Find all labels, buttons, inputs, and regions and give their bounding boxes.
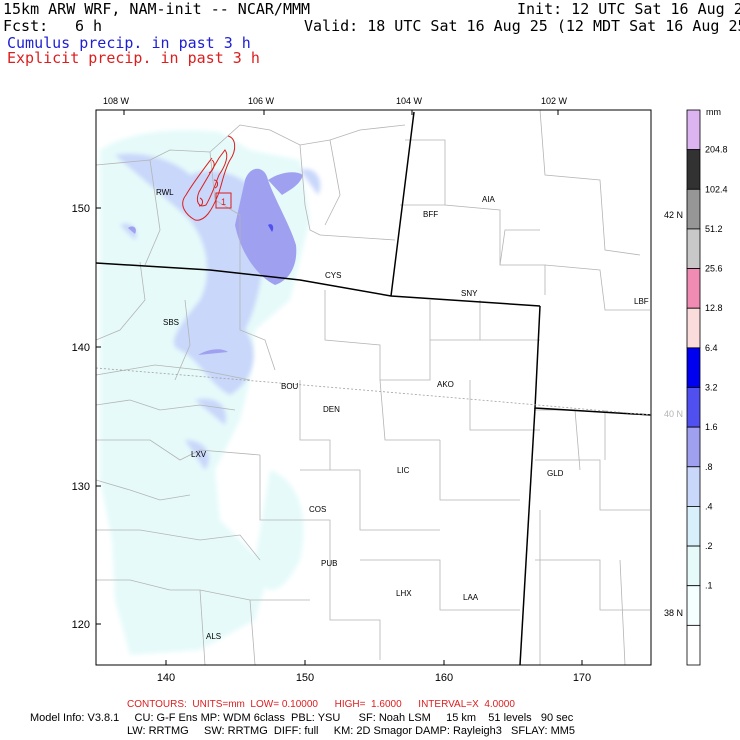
station-den: DEN xyxy=(323,405,340,414)
station-lbf: LBF xyxy=(634,297,649,306)
y-label-140: 140 xyxy=(72,342,90,354)
colorbar xyxy=(687,110,700,665)
colorbar-swatch xyxy=(687,189,700,229)
y-label-120: 120 xyxy=(72,619,90,631)
lon-label-104w: 104 W xyxy=(396,96,423,106)
colorbar-level-label: .2 xyxy=(705,541,713,551)
colorbar-swatch xyxy=(687,269,700,309)
station-bou: BOU xyxy=(281,382,299,391)
station-lic: LIC xyxy=(397,466,410,475)
lon-label-102w: 102 W xyxy=(541,96,568,106)
colorbar-level-label: .1 xyxy=(705,581,713,591)
colorbar-swatch xyxy=(687,546,700,586)
colorbar-swatch xyxy=(687,427,700,467)
colorbar-level-label: 6.4 xyxy=(705,343,718,353)
station-sbs: SBS xyxy=(163,318,179,327)
colorbar-swatch xyxy=(687,150,700,190)
station-cys: CYS xyxy=(325,271,341,280)
station-sny: SNY xyxy=(461,289,478,298)
contour-label: 1 xyxy=(221,197,226,207)
x-label-170: 170 xyxy=(573,672,591,684)
lat-label-42n: 42 N xyxy=(664,210,683,220)
colorbar-swatch xyxy=(687,467,700,507)
lat-label-40n: 40 N xyxy=(664,409,683,419)
lon-label-106w: 106 W xyxy=(248,96,275,106)
colorbar-swatch xyxy=(687,229,700,269)
colorbar-level-label: 12.8 xyxy=(705,303,723,313)
y-label-130: 130 xyxy=(72,481,90,493)
x-label-160: 160 xyxy=(435,672,453,684)
station-lxv: LXV xyxy=(191,450,207,459)
colorbar-level-label: 1.6 xyxy=(705,422,718,432)
colorbar-swatch xyxy=(687,110,700,150)
colorbar-swatch xyxy=(687,308,700,348)
colorbar-level-label: 102.4 xyxy=(705,184,728,194)
colorbar-units: mm xyxy=(706,107,721,117)
station-gld: GLD xyxy=(547,469,564,478)
colorbar-swatch xyxy=(687,586,700,626)
colorbar-swatch xyxy=(687,348,700,388)
x-label-140: 140 xyxy=(157,672,175,684)
y-label-150: 150 xyxy=(72,203,90,215)
station-cos: COS xyxy=(309,505,326,514)
colorbar-level-label: 204.8 xyxy=(705,145,728,155)
lon-label-108w: 108 W xyxy=(103,96,130,106)
colorbar-swatch xyxy=(687,625,700,665)
colorbar-level-label: 25.6 xyxy=(705,264,723,274)
lat-label-38n: 38 N xyxy=(664,608,683,618)
model-info-physics: LW: RRTMG SW: RRTMG DIFF: full KM: 2D Sm… xyxy=(127,725,575,737)
colorbar-labels: 204.8 102.4 51.2 25.6 12.8 6.4 3.2 1.6 .8 .4 .2 .1 xyxy=(705,145,728,591)
model-info: Model Info: V3.8.1 CU: G-F Ens MP: WDM 6… xyxy=(30,712,573,724)
contour-info: CONTOURS: UNITS=mm LOW= 0.10000 HIGH= 1.… xyxy=(127,699,515,710)
colorbar-level-label: .8 xyxy=(705,462,713,472)
station-aia: AIA xyxy=(482,195,496,204)
x-label-150: 150 xyxy=(296,672,314,684)
station-als: ALS xyxy=(206,632,221,641)
colorbar-swatch xyxy=(687,506,700,546)
colorbar-level-label: .4 xyxy=(705,501,713,511)
station-pub: PUB xyxy=(321,559,337,568)
station-ako: AKO xyxy=(437,380,454,389)
colorbar-level-label: 3.2 xyxy=(705,383,718,393)
colorbar-level-label: 51.2 xyxy=(705,224,723,234)
station-laa: LAA xyxy=(463,593,479,602)
station-rwl: RWL xyxy=(156,188,174,197)
colorbar-swatch xyxy=(687,388,700,428)
station-lhx: LHX xyxy=(396,589,412,598)
station-bff: BFF xyxy=(423,210,438,219)
